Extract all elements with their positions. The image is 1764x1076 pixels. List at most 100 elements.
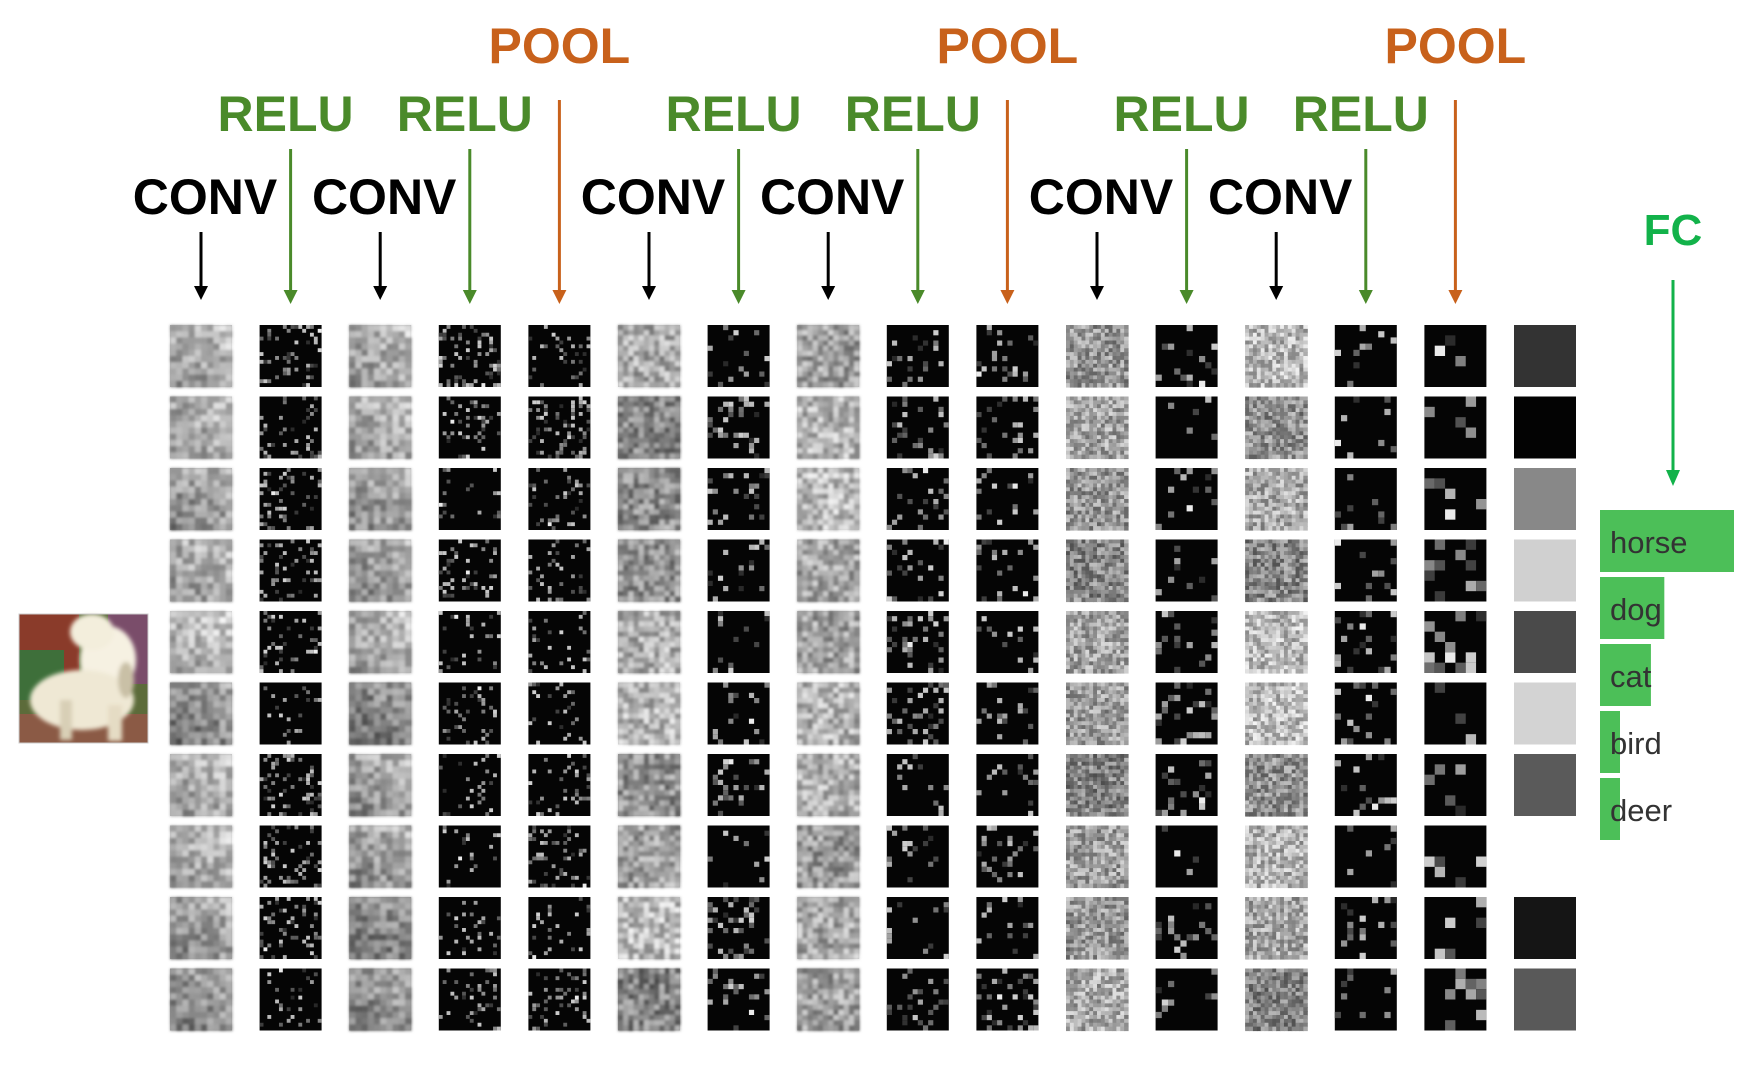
feature-map-3-4 xyxy=(438,611,501,673)
feature-map-9-4 xyxy=(976,611,1039,673)
pool-label-14: POOL xyxy=(1385,18,1527,74)
feature-map-7-2 xyxy=(797,468,860,531)
feature-map-1-8 xyxy=(259,897,322,959)
fc-label: FC xyxy=(1644,206,1703,255)
feature-map-14-4 xyxy=(1424,611,1487,673)
feature-map-2-3 xyxy=(349,539,412,603)
input-image xyxy=(18,613,149,744)
relu-label-8: RELU xyxy=(845,86,981,142)
feature-map-13-8 xyxy=(1334,897,1397,959)
feature-map-14-1 xyxy=(1424,396,1487,459)
relu-arrowhead-11 xyxy=(1179,290,1194,304)
feature-map-3-3 xyxy=(438,539,501,602)
feature-map-9-3 xyxy=(976,539,1039,602)
feature-map-3-9 xyxy=(438,968,501,1031)
feature-map-2-1 xyxy=(349,396,412,460)
feature-map-11-6 xyxy=(1155,754,1218,816)
conv-arrowhead-2 xyxy=(373,286,388,300)
feature-map-6-6 xyxy=(707,754,770,816)
feature-map-2-4 xyxy=(349,611,412,674)
feature-map-5-8 xyxy=(618,897,681,960)
feature-map-7-4 xyxy=(797,611,860,674)
feature-map-6-8 xyxy=(707,897,770,959)
feature-map-11-4 xyxy=(1155,611,1218,673)
feature-map-7-3 xyxy=(797,539,860,603)
feature-map-7-1 xyxy=(797,396,860,460)
class-bar-cat xyxy=(1600,644,1651,706)
feature-map-5-7 xyxy=(618,825,681,889)
feature-map-0-6 xyxy=(170,754,233,817)
conv-label-0: CONV xyxy=(133,169,278,225)
feature-map-7-0 xyxy=(797,325,860,388)
feature-map-2-7 xyxy=(349,825,412,889)
feature-map-9-6 xyxy=(976,754,1039,816)
feature-map-11-9 xyxy=(1155,968,1218,1031)
feature-map-3-2 xyxy=(438,468,501,530)
relu-label-13: RELU xyxy=(1293,86,1429,142)
feature-map-10-0 xyxy=(1066,325,1129,388)
feature-map-15-4 xyxy=(1514,611,1576,673)
feature-map-0-8 xyxy=(170,897,233,960)
feature-map-9-9 xyxy=(976,968,1039,1031)
feature-map-13-2 xyxy=(1334,468,1397,530)
feature-map-13-6 xyxy=(1334,754,1397,816)
feature-map-10-1 xyxy=(1066,396,1129,460)
feature-map-14-8 xyxy=(1424,897,1487,959)
conv-label-2: CONV xyxy=(312,169,457,225)
feature-map-0-5 xyxy=(170,682,233,746)
layer-headers: CONV RELU CONV RELU POOL CONV RELU CONV RELU POOL… xyxy=(133,18,1526,225)
feature-map-4-3 xyxy=(528,539,591,602)
class-label-dog: dog xyxy=(1610,592,1662,627)
feature-map-10-9 xyxy=(1066,968,1129,1032)
feature-map-6-1 xyxy=(707,396,770,459)
class-bar-dog xyxy=(1600,577,1665,639)
feature-map-4-9 xyxy=(528,968,591,1031)
class-bar-deer xyxy=(1600,778,1620,840)
feature-map-1-5 xyxy=(259,682,322,745)
feature-map-5-1 xyxy=(618,396,681,460)
feature-map-11-2 xyxy=(1155,468,1218,530)
feature-map-14-2 xyxy=(1424,468,1487,530)
feature-map-9-0 xyxy=(976,325,1039,387)
pool-label-9: POOL xyxy=(937,18,1079,74)
class-label-bird: bird xyxy=(1610,726,1662,761)
pool-label-4: POOL xyxy=(489,18,631,74)
feature-map-1-7 xyxy=(259,825,322,888)
feature-map-14-3 xyxy=(1424,539,1487,602)
feature-map-15-0 xyxy=(1514,325,1576,387)
feature-map-10-5 xyxy=(1066,682,1129,746)
feature-map-10-3 xyxy=(1066,539,1129,603)
feature-map-12-6 xyxy=(1245,754,1308,817)
feature-map-14-5 xyxy=(1424,682,1487,745)
feature-map-12-7 xyxy=(1245,825,1308,889)
conv-arrowhead-10 xyxy=(1090,286,1104,300)
feature-map-15-9 xyxy=(1514,968,1576,1031)
feature-map-12-1 xyxy=(1245,396,1308,460)
feature-map-4-6 xyxy=(528,754,591,816)
feature-map-9-5 xyxy=(976,682,1039,745)
feature-map-7-8 xyxy=(797,897,860,960)
feature-map-0-4 xyxy=(170,611,233,674)
feature-map-5-3 xyxy=(618,539,681,603)
feature-map-12-8 xyxy=(1245,897,1308,960)
feature-map-15-1 xyxy=(1514,396,1576,459)
feature-map-5-9 xyxy=(618,968,681,1032)
relu-label-1: RELU xyxy=(218,86,354,142)
feature-map-1-1 xyxy=(259,396,322,459)
feature-map-11-0 xyxy=(1155,325,1218,387)
feature-map-5-6 xyxy=(618,754,681,817)
feature-map-9-8 xyxy=(976,897,1039,959)
feature-map-1-9 xyxy=(259,968,322,1031)
feature-map-12-2 xyxy=(1245,468,1308,531)
feature-map-9-7 xyxy=(976,825,1039,888)
class-label-horse: horse xyxy=(1610,525,1688,560)
feature-map-10-4 xyxy=(1066,611,1129,674)
fc-section: FC horse dog cat bird deer xyxy=(1600,206,1734,840)
feature-map-6-0 xyxy=(707,325,770,387)
feature-map-8-1 xyxy=(886,396,949,459)
feature-map-0-0 xyxy=(170,325,233,388)
feature-map-13-0 xyxy=(1334,325,1397,387)
feature-map-12-5 xyxy=(1245,682,1308,746)
class-bar-horse xyxy=(1600,510,1734,572)
feature-map-1-6 xyxy=(259,754,322,816)
